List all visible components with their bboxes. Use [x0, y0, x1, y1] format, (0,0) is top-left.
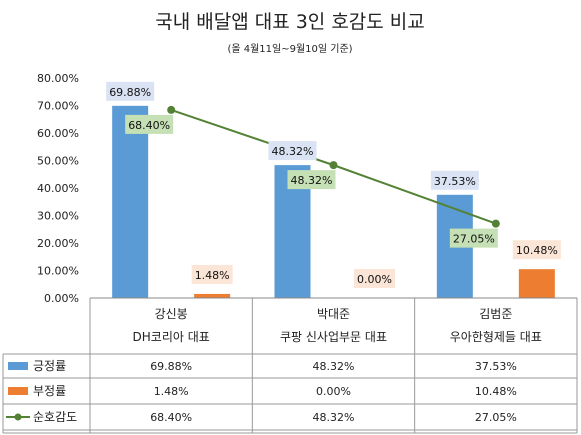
y-tick-label: 20.00%: [37, 237, 79, 250]
legend-swatch: [8, 362, 28, 370]
negative-label-bg: [354, 269, 395, 288]
positive-label: 48.32%: [272, 145, 314, 158]
legend-swatch: [8, 387, 28, 395]
bar-1-0: [194, 293, 231, 298]
category-name: 박대준: [317, 307, 350, 321]
y-tick-label: 40.00%: [37, 182, 79, 195]
net-label: 48.32%: [291, 174, 333, 187]
legend-label: 긍정률: [33, 359, 66, 373]
y-tick-label: 80.00%: [37, 72, 79, 85]
bar-0-0: [112, 105, 149, 298]
bars: [112, 105, 555, 298]
y-tick-label: 60.00%: [37, 127, 79, 140]
y-tick-label: 70.00%: [37, 100, 79, 113]
category-role: 우아한형제들 대표: [450, 330, 542, 344]
y-tick-label: 10.00%: [37, 265, 79, 278]
positive-label-bg: [106, 81, 155, 101]
net-label-bg: [125, 114, 174, 134]
negative-label: 1.48%: [195, 269, 230, 282]
category-name: 강신봉: [155, 307, 188, 321]
table-cell: 37.53%: [475, 360, 517, 373]
y-tick-label: 0.00%: [44, 292, 79, 305]
y-axis: 0.00% 10.00% 20.00% 30.00% 40.00% 50.00% 60.00…: [37, 72, 79, 305]
net-label-bg: [449, 228, 498, 248]
negative-label-bg: [191, 264, 233, 284]
positive-label: 37.53%: [434, 175, 476, 188]
table-cell: 48.32%: [313, 360, 355, 373]
y-tick-label: 50.00%: [37, 155, 79, 168]
legend-label: 순호감도: [33, 410, 77, 424]
data-labels: 69.88% 1.48% 68.40% 48.32% 0.00% 48.32% 37.53%…: [106, 81, 561, 288]
chart-subtitle: (올 4월11일~9월10일 기준): [227, 43, 352, 55]
table-cell: 48.32%: [313, 411, 355, 424]
y-tick-label: 30.00%: [37, 210, 79, 223]
net-label: 68.40%: [128, 119, 170, 132]
table-cell: 10.48%: [475, 385, 517, 398]
table-cell: 69.88%: [150, 360, 192, 373]
category-name: 김범준: [479, 307, 512, 321]
chart-title: 국내 배달앱 대표 3인 호감도 비교: [155, 11, 425, 33]
net-label: 27.05%: [453, 233, 495, 246]
net-favorability-line: [167, 105, 500, 228]
net-favorability-point: [329, 161, 338, 170]
category-role: 쿠팡 신사업부문 대표: [280, 330, 387, 344]
legend-marker: [14, 413, 22, 421]
legend-label: 부정률: [33, 384, 66, 398]
net-favorability-point: [491, 219, 500, 228]
negative-label: 10.48%: [516, 244, 558, 257]
net-favorability-point: [167, 105, 176, 114]
table-cell: 1.48%: [154, 385, 189, 398]
table-cell: 0.00%: [316, 385, 351, 398]
bar-1-2: [518, 269, 555, 298]
table-cell: 27.05%: [475, 411, 517, 424]
net-label-bg: [287, 170, 336, 190]
positive-label: 69.88%: [109, 86, 151, 99]
category-role: DH코리아 대표: [133, 330, 210, 344]
negative-label-bg: [512, 240, 561, 260]
positive-label-bg: [268, 141, 317, 161]
negative-label: 0.00%: [357, 273, 392, 286]
positive-label-bg: [430, 170, 479, 190]
table-cell: 68.40%: [150, 411, 192, 424]
